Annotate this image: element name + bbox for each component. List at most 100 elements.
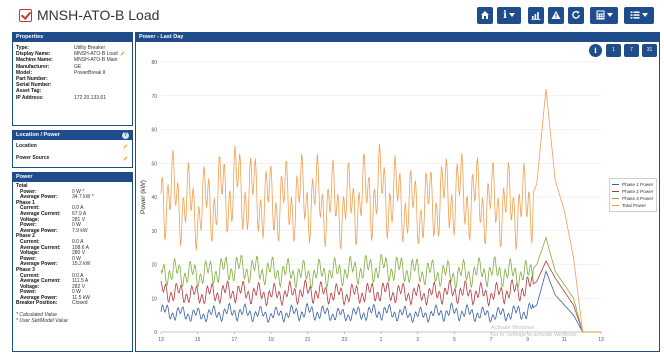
power-notes: * Calculated Value * User Set/Model Value bbox=[16, 312, 129, 324]
power-value: 0 W bbox=[72, 255, 81, 262]
chart-legend: Phase 1 Power Phase 2 Power Phase 3 Power T… bbox=[609, 178, 657, 212]
property-row: IP Address: 172.20.133.61 bbox=[16, 95, 129, 101]
home-button[interactable] bbox=[477, 7, 493, 24]
property-row: Manufacturer: GE bbox=[16, 64, 129, 70]
y-axis-label: Power (kW) bbox=[140, 180, 147, 214]
breaker-position-value: Closed bbox=[72, 300, 88, 307]
property-value: MNSH-ATO-B Load bbox=[74, 51, 129, 57]
power-value: 0.0 A bbox=[72, 205, 84, 212]
power-row: Voltage: 280 V bbox=[16, 251, 129, 257]
power-value: 108.6 A bbox=[72, 244, 89, 251]
power-label: Power: bbox=[20, 289, 37, 296]
property-row: Machine Name: MNSH-ATO-B Main bbox=[16, 57, 129, 63]
power-row: Current: 0.0 A bbox=[16, 206, 129, 212]
total-section-label: Total bbox=[16, 183, 28, 189]
power-row: Average Current: 67.9 A bbox=[16, 210, 129, 218]
chevron-down-icon bbox=[606, 13, 613, 18]
properties-panel: Properties Type: Utility Breaker Display N… bbox=[12, 32, 133, 126]
y-tick-label: 40 bbox=[151, 195, 157, 201]
legend-item[interactable]: Phase 3 Power bbox=[612, 195, 654, 202]
location-power-header-bar: Location / Power ? bbox=[13, 131, 132, 140]
power-label: Power: bbox=[20, 188, 37, 195]
power-row: Power: 0 W * bbox=[16, 188, 129, 196]
power-value: 281 V bbox=[72, 216, 86, 223]
power-row: Voltage: 281 V bbox=[16, 216, 129, 224]
menu-button[interactable] bbox=[624, 7, 654, 24]
property-row: Type: Utility Breaker bbox=[16, 45, 129, 51]
location-row: Power Source bbox=[13, 154, 132, 166]
y-tick-label: 20 bbox=[151, 263, 157, 269]
property-label: Type: bbox=[16, 45, 29, 51]
power-label: Average Current: bbox=[20, 278, 61, 285]
x-tick-label: 13 bbox=[158, 337, 164, 343]
legend-label: Phase 3 Power bbox=[622, 196, 654, 201]
refresh-button[interactable] bbox=[568, 7, 584, 24]
x-tick-label: 17 bbox=[232, 337, 238, 343]
bar-chart-icon bbox=[531, 12, 541, 21]
power-value: 67.9 A bbox=[72, 210, 87, 217]
chart-header: Power - Last Day bbox=[136, 33, 659, 42]
power-label: Average Power: bbox=[20, 194, 58, 201]
power-value: 0 W bbox=[72, 222, 81, 229]
x-tick-label: 3 bbox=[416, 337, 419, 343]
property-value: GE bbox=[74, 64, 129, 70]
power-row: Average Power: 11.5 kW bbox=[16, 294, 129, 302]
property-row: Display Name: MNSH-ATO-B Load bbox=[16, 51, 129, 57]
calendar-1-label: 1 bbox=[612, 47, 615, 53]
home-icon bbox=[481, 11, 489, 20]
power-note: * Calculated Value bbox=[16, 312, 57, 319]
edit-icon[interactable] bbox=[123, 144, 128, 149]
watermark-line-1: Activate Windows bbox=[491, 325, 535, 331]
chart-info-button[interactable]: i bbox=[589, 44, 602, 57]
calculator-icon bbox=[596, 10, 604, 20]
power-label: Voltage: bbox=[20, 250, 40, 257]
edit-icon[interactable] bbox=[123, 156, 128, 161]
calculator-button[interactable] bbox=[590, 7, 618, 24]
power-label: Current: bbox=[20, 238, 40, 245]
range-7-day-button[interactable]: 7 bbox=[624, 44, 639, 57]
power-value: 34.7 kW * bbox=[72, 194, 94, 201]
power-label: Average Current: bbox=[20, 244, 61, 251]
x-tick-label: 19 bbox=[268, 337, 274, 343]
power-label: Power: bbox=[20, 255, 37, 262]
power-row: Voltage: 282 V bbox=[16, 283, 129, 291]
y-tick-label: 10 bbox=[151, 296, 157, 302]
property-label: Model: bbox=[16, 69, 33, 76]
legend-swatch bbox=[612, 190, 619, 193]
power-value: 15.2 kW bbox=[72, 261, 91, 268]
refresh-icon bbox=[572, 11, 580, 20]
legend-item[interactable]: Phase 2 Power bbox=[612, 188, 654, 195]
power-row: Power: 0 W bbox=[16, 290, 129, 296]
watermark-line-2: Go to Settings to activate Windows. bbox=[491, 332, 578, 338]
chart-panel: Power - Last Day i 1 7 31 0 10 20 30 40 50 60 7… bbox=[135, 32, 660, 352]
list-icon bbox=[630, 11, 640, 19]
power-value: 0.0 A bbox=[72, 272, 84, 279]
chevron-down-icon bbox=[642, 13, 648, 18]
range-31-day-button[interactable]: 31 bbox=[642, 44, 657, 57]
calendar-31-label: 31 bbox=[646, 47, 653, 53]
property-value-text: MNSH-ATO-B Main bbox=[74, 57, 118, 64]
property-row: Part Number: bbox=[16, 76, 129, 82]
properties-list: Type: Utility Breaker Display Name: MNSH-AT… bbox=[13, 42, 132, 104]
help-icon[interactable]: ? bbox=[122, 132, 129, 139]
phase-section-label: Phase 2 bbox=[16, 233, 35, 240]
alarms-button[interactable] bbox=[548, 7, 564, 24]
location-row: Location bbox=[13, 142, 132, 154]
power-label: Average Power: bbox=[20, 294, 58, 301]
range-1-day-button[interactable]: 1 bbox=[606, 44, 621, 57]
info-icon: i bbox=[594, 46, 597, 55]
power-details: Total Power: 0 W * Average Power: 34.7 kW * P… bbox=[13, 182, 132, 326]
chevron-down-icon bbox=[508, 13, 515, 18]
legend-item[interactable]: Total Power bbox=[612, 202, 654, 209]
legend-swatch bbox=[612, 204, 619, 207]
y-tick-label: 60 bbox=[151, 128, 157, 134]
legend-item[interactable]: Phase 1 Power bbox=[612, 181, 654, 188]
property-label: Manufacturer: bbox=[16, 63, 50, 70]
power-value: 11.5 kW bbox=[72, 294, 90, 301]
legend-label: Phase 2 Power bbox=[622, 189, 654, 194]
power-label: Voltage: bbox=[20, 283, 40, 290]
edit-icon[interactable] bbox=[120, 51, 125, 56]
trends-button[interactable] bbox=[528, 7, 544, 24]
power-value: 0.0 A bbox=[72, 238, 84, 245]
info-button[interactable]: i bbox=[497, 7, 521, 24]
